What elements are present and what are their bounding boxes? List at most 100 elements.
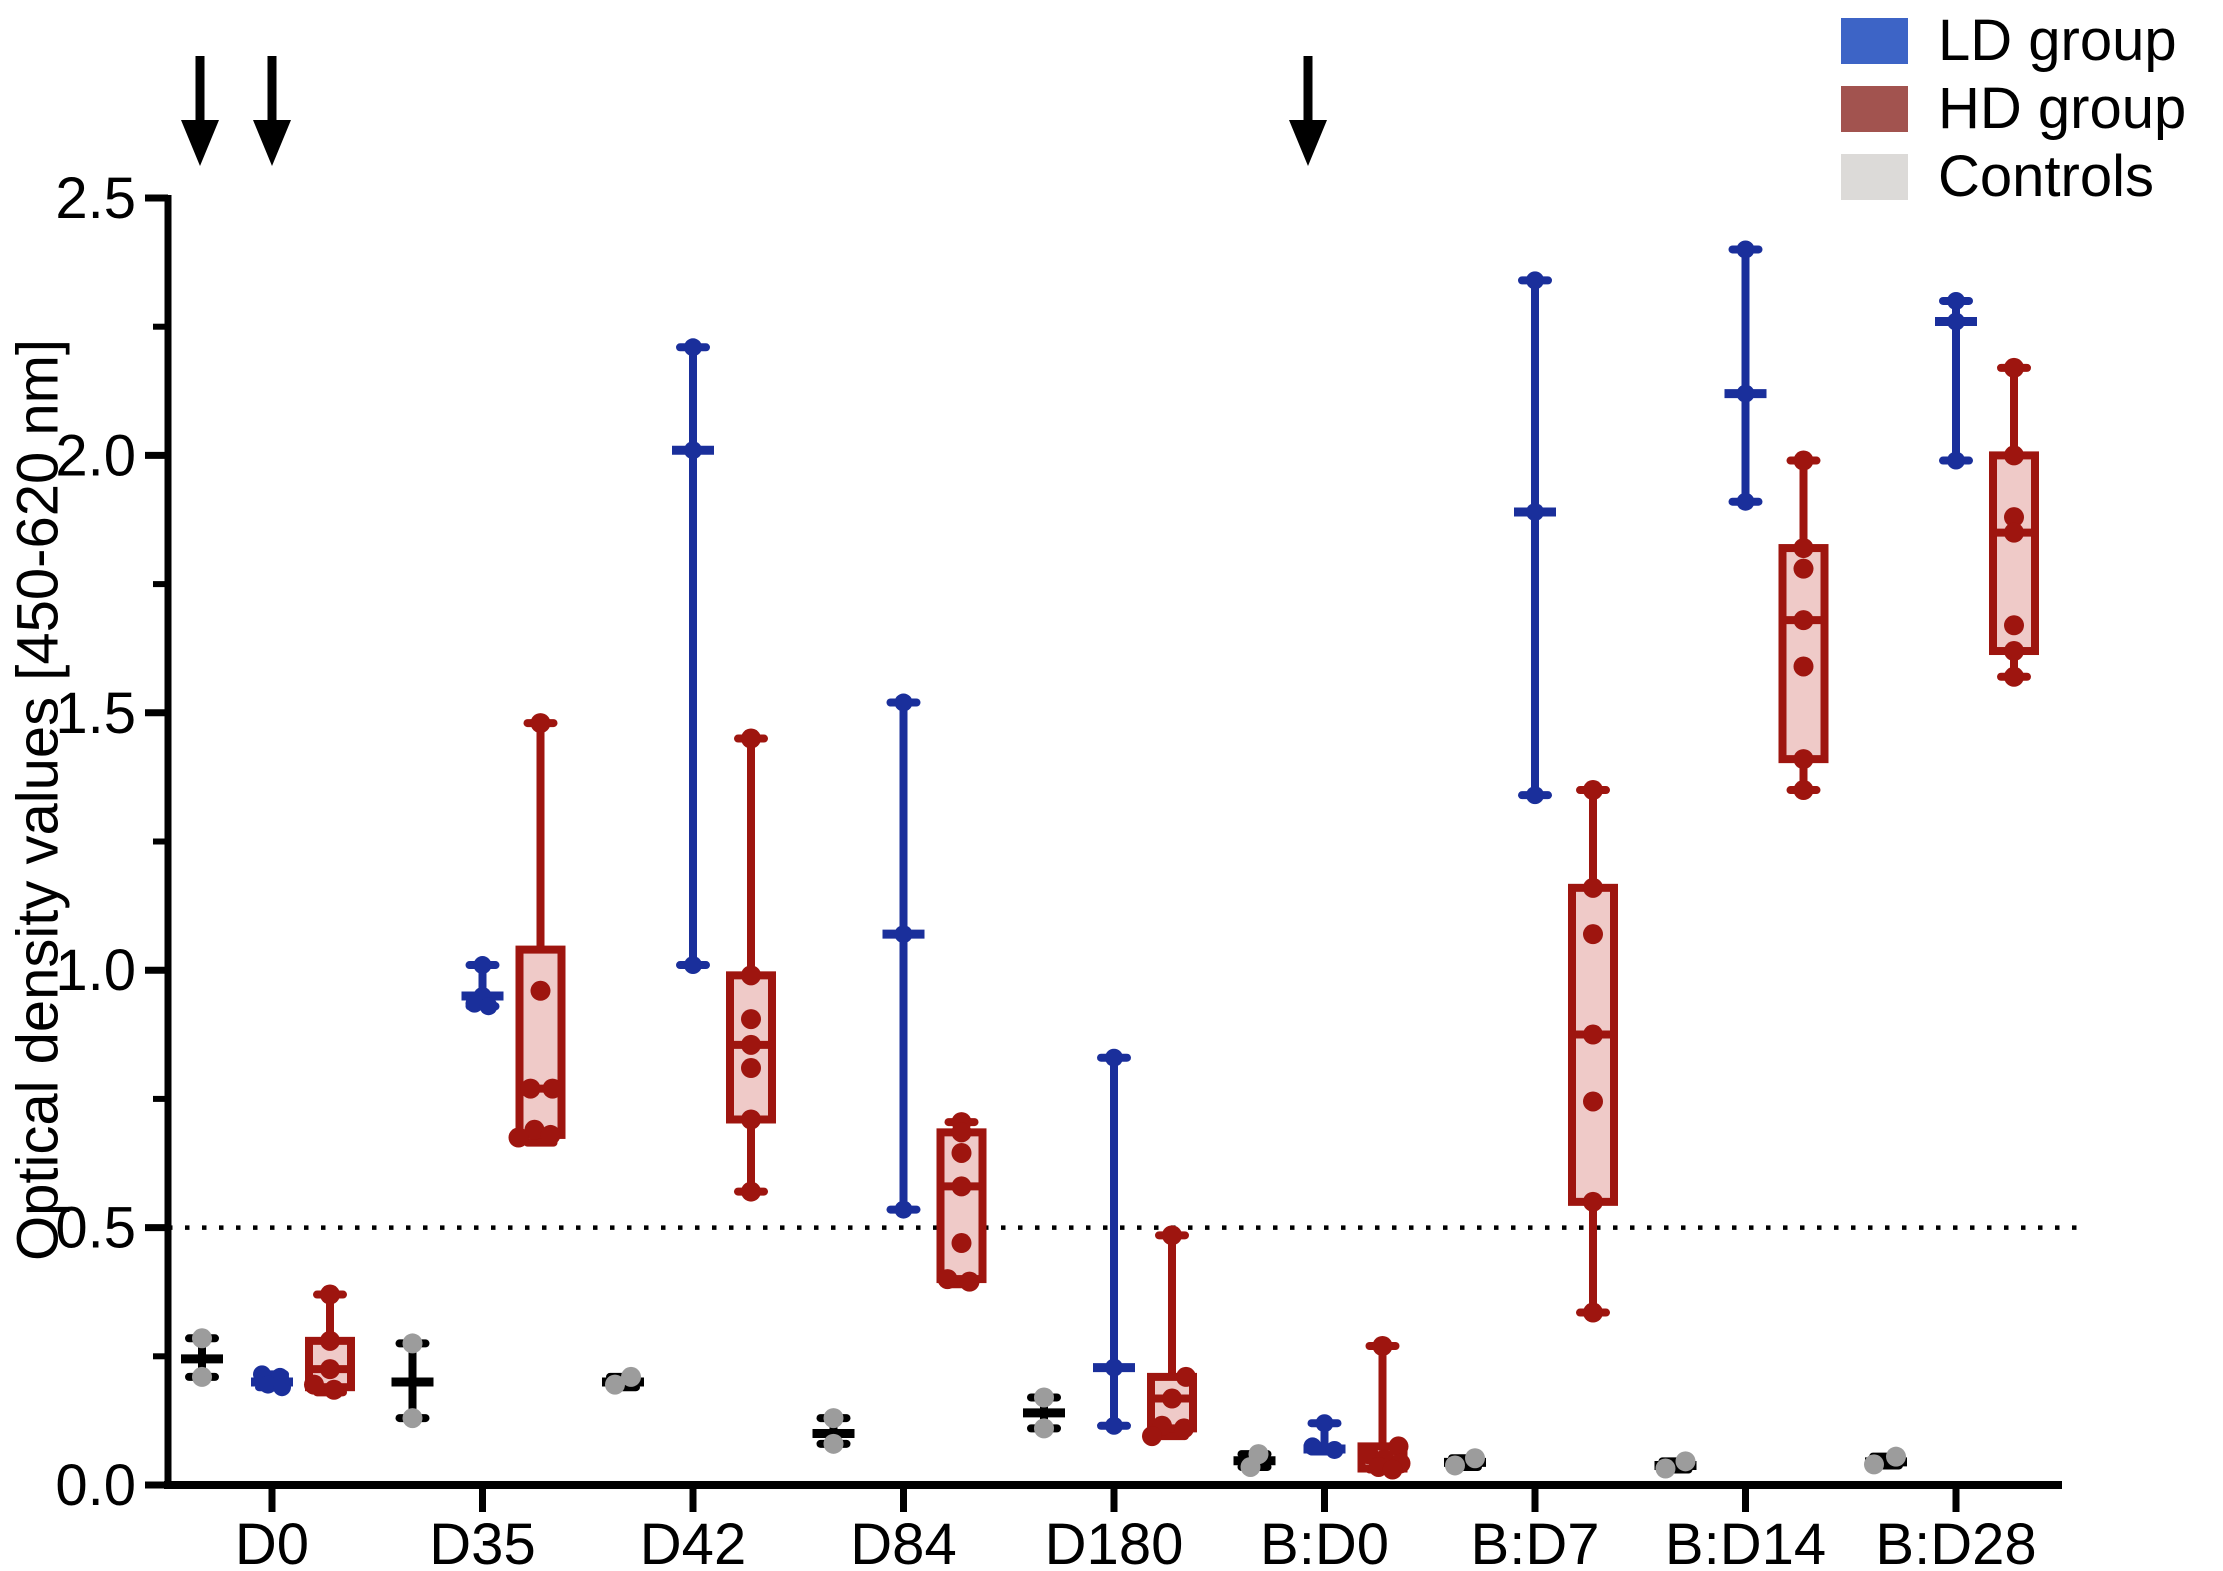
data-point bbox=[684, 338, 702, 357]
y-axis-title: Optical density values [450-620 nm] bbox=[5, 338, 71, 1262]
hd-group-d42 bbox=[726, 728, 776, 1202]
data-point bbox=[951, 1176, 972, 1197]
data-point bbox=[1142, 1426, 1162, 1447]
data-point bbox=[1793, 656, 1814, 677]
data-point bbox=[1382, 1459, 1403, 1480]
hd-group-d84 bbox=[936, 1112, 987, 1292]
data-point bbox=[479, 997, 498, 1016]
controls-b-d28 bbox=[1864, 1446, 1907, 1475]
ld-group-d42 bbox=[672, 338, 714, 975]
series-hd-group bbox=[304, 357, 2039, 1480]
x-tick-label-d42: D42 bbox=[640, 1512, 746, 1571]
data-point bbox=[192, 1328, 212, 1349]
ld-group-d180 bbox=[1093, 1048, 1135, 1435]
arrow-head-icon bbox=[253, 120, 291, 166]
data-point bbox=[951, 1233, 972, 1254]
data-point bbox=[741, 1034, 761, 1055]
y-tick-label: 2.0 bbox=[55, 423, 136, 488]
data-point bbox=[1162, 1225, 1182, 1246]
data-point bbox=[540, 1124, 561, 1145]
x-tick-label-b-d7: B:D7 bbox=[1471, 1512, 1600, 1571]
box bbox=[1778, 544, 1829, 764]
ld-group-b-d7 bbox=[1514, 271, 1556, 805]
data-point bbox=[1388, 1436, 1409, 1457]
data-point bbox=[1583, 1191, 1603, 1212]
data-point bbox=[1583, 1091, 1603, 1112]
axes: 0.0 0.5 1.0 1.5 2.0 2.5 D0 D35 D42 D84 D180 B:D0 B:D… bbox=[55, 166, 2062, 1571]
legend-swatch-hd-group bbox=[1841, 86, 1908, 132]
legend-label-hd-group: HD group bbox=[1938, 76, 2187, 141]
data-point bbox=[2004, 615, 2024, 636]
data-point bbox=[1736, 384, 1755, 403]
data-point bbox=[259, 1375, 277, 1394]
data-point bbox=[741, 965, 761, 986]
data-point bbox=[894, 1200, 913, 1219]
event-arrow-2 bbox=[253, 56, 291, 166]
data-point bbox=[621, 1366, 641, 1387]
data-point bbox=[684, 956, 702, 975]
data-point bbox=[304, 1374, 324, 1395]
data-point bbox=[1315, 1414, 1334, 1433]
hd-group-b-d14 bbox=[1778, 450, 1829, 801]
x-tick-label-d35: D35 bbox=[429, 1512, 535, 1571]
data-point bbox=[542, 1078, 563, 1099]
data-point bbox=[1793, 538, 1814, 559]
ld-group-b-d28 bbox=[1935, 291, 1977, 470]
controls-d35 bbox=[391, 1333, 434, 1429]
data-point bbox=[1793, 610, 1814, 631]
hd-group-b-d0 bbox=[1357, 1336, 1411, 1480]
y-tick-label: 1.0 bbox=[55, 938, 136, 1003]
event-arrow-3 bbox=[1289, 56, 1327, 166]
hd-group-d35 bbox=[508, 713, 566, 1148]
x-tick-label-b-d14: B:D14 bbox=[1665, 1512, 1826, 1571]
data-point bbox=[1372, 1336, 1393, 1357]
data-point bbox=[465, 994, 484, 1013]
data-point bbox=[1034, 1387, 1054, 1408]
event-arrow-1 bbox=[181, 56, 219, 166]
legend: LD group HD group Controls bbox=[1841, 12, 2187, 222]
legend-swatch-controls bbox=[1841, 154, 1908, 200]
data-point bbox=[2004, 445, 2024, 466]
data-point bbox=[402, 1333, 423, 1354]
y-tick-label: 0.0 bbox=[55, 1453, 136, 1518]
y-tick-label: 1.5 bbox=[55, 681, 136, 746]
data-point bbox=[684, 441, 702, 460]
data-point bbox=[1176, 1366, 1196, 1387]
data-point bbox=[1583, 877, 1603, 898]
data-point bbox=[2004, 666, 2024, 687]
data-point bbox=[937, 1269, 958, 1290]
data-point bbox=[320, 1359, 340, 1380]
data-point bbox=[1793, 558, 1814, 579]
ld-group-d35 bbox=[461, 956, 504, 1016]
x-tick-label-b-d28: B:D28 bbox=[1875, 1512, 2036, 1571]
controls-b-d14 bbox=[1654, 1451, 1697, 1479]
data-point bbox=[524, 1119, 545, 1140]
arrow-head-icon bbox=[181, 120, 219, 166]
data-point bbox=[1675, 1451, 1696, 1472]
box bbox=[515, 945, 566, 1139]
controls-d84 bbox=[812, 1408, 855, 1454]
data-point bbox=[320, 1330, 340, 1351]
data-point bbox=[473, 956, 492, 975]
data-point bbox=[2004, 641, 2024, 662]
data-point bbox=[951, 1122, 972, 1143]
data-point bbox=[1793, 749, 1814, 770]
data-point bbox=[605, 1374, 625, 1395]
controls-b-d0 bbox=[1233, 1444, 1276, 1477]
data-point bbox=[823, 1408, 844, 1429]
data-point bbox=[1947, 451, 1965, 470]
controls-d180 bbox=[1023, 1387, 1065, 1439]
data-point bbox=[192, 1366, 212, 1387]
y-tick-label: 2.5 bbox=[55, 166, 136, 231]
data-point bbox=[1034, 1418, 1054, 1439]
ld-group-d0 bbox=[251, 1365, 293, 1397]
data-point bbox=[1105, 1416, 1123, 1435]
legend-label-controls: Controls bbox=[1938, 144, 2154, 209]
y-tick-label: 0.5 bbox=[55, 1196, 136, 1261]
data-point bbox=[1793, 780, 1814, 801]
hd-group-d180 bbox=[1142, 1225, 1197, 1447]
legend-swatch-ld-group bbox=[1841, 18, 1908, 64]
data-point bbox=[2004, 507, 2024, 528]
ld-group-b-d0 bbox=[1303, 1414, 1346, 1459]
